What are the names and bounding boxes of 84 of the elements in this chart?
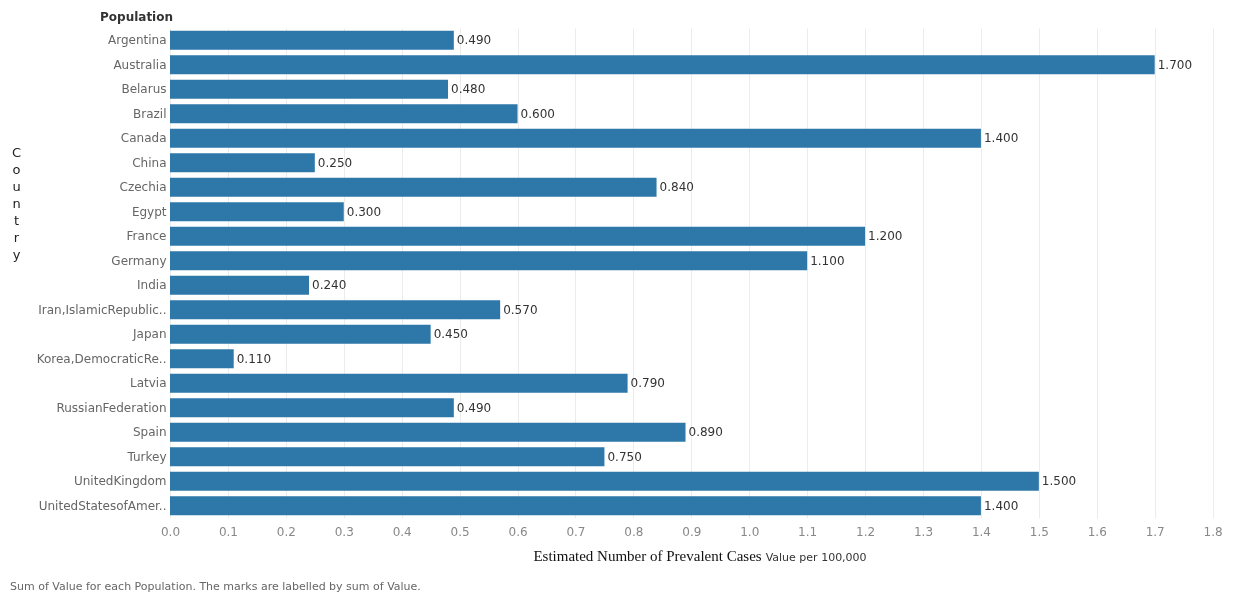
y-axis-title: Country (9, 145, 24, 264)
bar (170, 349, 234, 369)
data-label: 1.500 (1041, 474, 1077, 489)
y-tick-label: Brazil (133, 106, 167, 121)
data-label: 0.490 (456, 33, 492, 48)
data-label: 0.600 (520, 106, 555, 121)
data-label: 1.400 (983, 131, 1019, 146)
x-tick-label: 1.2 (856, 524, 876, 539)
y-tick-label: Korea,DemocraticRe.. (36, 351, 167, 366)
data-label: 0.480 (451, 82, 486, 97)
bar (170, 251, 808, 271)
data-label: 0.110 (236, 351, 272, 366)
x-tick-label: 0.7 (566, 524, 586, 539)
x-tick-label: 1.1 (798, 524, 818, 539)
bar (170, 55, 1155, 75)
y-tick-label: Belarus (121, 82, 167, 97)
y-tick-label: UnitedKingdom (73, 474, 167, 489)
x-tick-label: 0.4 (392, 524, 412, 539)
data-label: 0.570 (503, 302, 538, 317)
y-tick-label: France (126, 229, 167, 244)
y-tick-label: India (137, 278, 167, 293)
y-tick-label: Germany (111, 253, 167, 268)
data-label: 0.450 (433, 327, 469, 342)
x-tick-label: 0.3 (334, 524, 354, 539)
y-tick-label: Australia (113, 57, 167, 72)
data-label: 1.700 (1157, 57, 1193, 72)
x-tick-label: 1.4 (971, 524, 991, 539)
data-label: 1.200 (868, 229, 903, 244)
y-tick-label: Canada (120, 131, 167, 146)
data-label: 0.890 (688, 425, 723, 440)
bar (170, 128, 981, 148)
data-label: 0.300 (346, 204, 382, 219)
bar (170, 153, 315, 173)
x-tick-label: 1.5 (1029, 524, 1049, 539)
y-tick-label: Iran,IslamicRepublic.. (38, 302, 167, 317)
y-tick-label: Japan (132, 327, 167, 342)
y-tick-label: Argentina (107, 33, 167, 48)
bar (170, 30, 454, 50)
bar (170, 300, 501, 320)
bar (170, 373, 628, 393)
data-label: 0.240 (312, 278, 347, 293)
bar (170, 496, 981, 516)
y-tick-label: Egypt (131, 204, 167, 219)
bar (170, 398, 454, 418)
x-tick-label: 0.2 (276, 524, 296, 539)
y-tick-label: Turkey (126, 449, 167, 464)
x-tick-label: 1.6 (1087, 524, 1107, 539)
x-tick-label: 0.1 (218, 524, 238, 539)
data-label: 0.250 (317, 155, 353, 170)
x-tick-label: 1.8 (1203, 524, 1223, 539)
bar (170, 104, 518, 124)
x-tick-label: 0.9 (682, 524, 702, 539)
data-label: 1.400 (983, 498, 1019, 513)
y-tick-label: RussianFederation (56, 400, 167, 415)
data-label: 0.790 (630, 376, 665, 391)
x-tick-label: 1.7 (1145, 524, 1165, 539)
bar (170, 202, 344, 222)
bar (170, 471, 1039, 491)
data-label: 0.490 (456, 400, 492, 415)
y-tick-label: Spain (132, 425, 167, 440)
bar (170, 226, 866, 246)
bar (170, 177, 657, 197)
x-tick-label: 0.6 (508, 524, 528, 539)
text: Sum of Value for each Population. The marks are labelled by sum of Value. (10, 580, 421, 593)
bar (170, 422, 686, 442)
x-tick-label: 0.8 (624, 524, 644, 539)
y-tick-label: Czechia (119, 180, 167, 195)
data-label: 0.750 (607, 449, 642, 464)
text: Population (100, 10, 174, 24)
x-tick-label: 1.0 (740, 524, 760, 539)
x-tick-label: 0.5 (450, 524, 470, 539)
bar (170, 447, 605, 467)
y-tick-label: Latvia (129, 376, 167, 391)
x-tick-label: 1.3 (913, 524, 934, 539)
data-label: 1.100 (810, 253, 845, 268)
x-tick-label: 0.0 (160, 524, 181, 539)
bar (170, 275, 310, 295)
y-tick-label: China (132, 155, 167, 170)
text: Value per 100,000 (765, 551, 867, 564)
bar (170, 79, 449, 99)
x-axis-title: Estimated Number of Prevalent Cases (533, 548, 762, 564)
data-label: 0.840 (659, 180, 694, 195)
bar (170, 324, 431, 344)
y-tick-label: UnitedStatesofAmer.. (38, 498, 167, 513)
